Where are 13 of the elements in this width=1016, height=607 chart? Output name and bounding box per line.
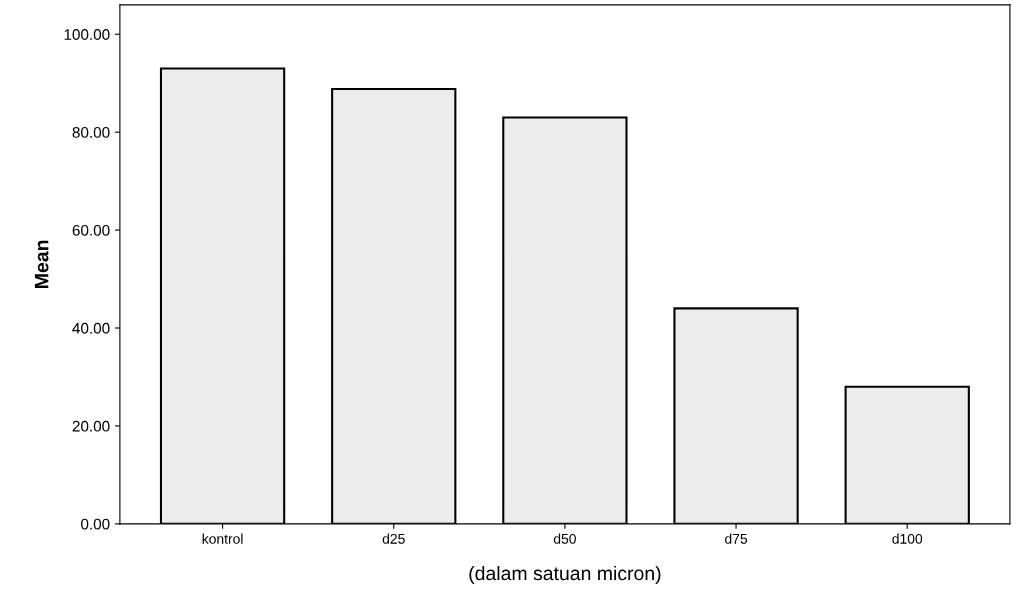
x-tick-label: d25	[382, 533, 405, 544]
y-tick-label: 100.00	[64, 29, 110, 40]
y-tick-label: 80.00	[72, 127, 110, 138]
x-tick-label: d50	[553, 533, 576, 544]
x-tick-label: kontrol	[202, 533, 243, 544]
x-axis-title: (dalam satuan micron)	[469, 565, 661, 585]
y-tick-label: 0.00	[81, 518, 110, 530]
x-tick-label: d100	[892, 533, 923, 544]
y-tick-label: 40.00	[72, 322, 110, 334]
y-axis-title: Mean	[34, 240, 49, 288]
y-tick-label: 60.00	[72, 224, 110, 236]
x-tick-label: d75	[725, 533, 748, 544]
y-tick-label: 20.00	[72, 420, 110, 432]
